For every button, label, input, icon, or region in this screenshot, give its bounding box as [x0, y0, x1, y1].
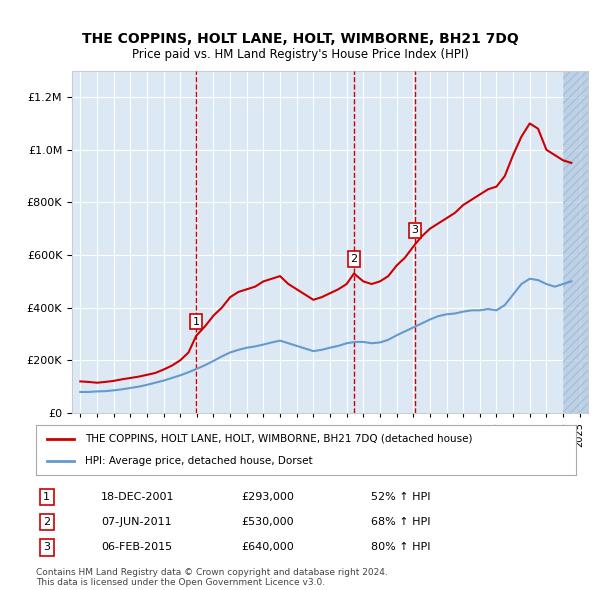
Text: THE COPPINS, HOLT LANE, HOLT, WIMBORNE, BH21 7DQ: THE COPPINS, HOLT LANE, HOLT, WIMBORNE, … — [82, 32, 518, 47]
Text: HPI: Average price, detached house, Dorset: HPI: Average price, detached house, Dors… — [85, 456, 312, 466]
Text: £530,000: £530,000 — [241, 517, 294, 527]
Text: 2: 2 — [43, 517, 50, 527]
Text: 3: 3 — [412, 225, 418, 235]
Text: THE COPPINS, HOLT LANE, HOLT, WIMBORNE, BH21 7DQ (detached house): THE COPPINS, HOLT LANE, HOLT, WIMBORNE, … — [85, 434, 472, 444]
Text: 80% ↑ HPI: 80% ↑ HPI — [371, 542, 430, 552]
Text: 1: 1 — [43, 492, 50, 502]
Text: 1: 1 — [193, 317, 200, 327]
Text: 52% ↑ HPI: 52% ↑ HPI — [371, 492, 430, 502]
Text: Contains HM Land Registry data © Crown copyright and database right 2024.
This d: Contains HM Land Registry data © Crown c… — [36, 568, 388, 587]
Text: 2: 2 — [350, 254, 358, 264]
Text: 3: 3 — [43, 542, 50, 552]
Text: £640,000: £640,000 — [241, 542, 294, 552]
Text: Price paid vs. HM Land Registry's House Price Index (HPI): Price paid vs. HM Land Registry's House … — [131, 48, 469, 61]
Text: 07-JUN-2011: 07-JUN-2011 — [101, 517, 172, 527]
Text: 18-DEC-2001: 18-DEC-2001 — [101, 492, 175, 502]
Text: 06-FEB-2015: 06-FEB-2015 — [101, 542, 172, 552]
Text: 68% ↑ HPI: 68% ↑ HPI — [371, 517, 430, 527]
Text: £293,000: £293,000 — [241, 492, 294, 502]
Bar — [563, 71, 588, 413]
